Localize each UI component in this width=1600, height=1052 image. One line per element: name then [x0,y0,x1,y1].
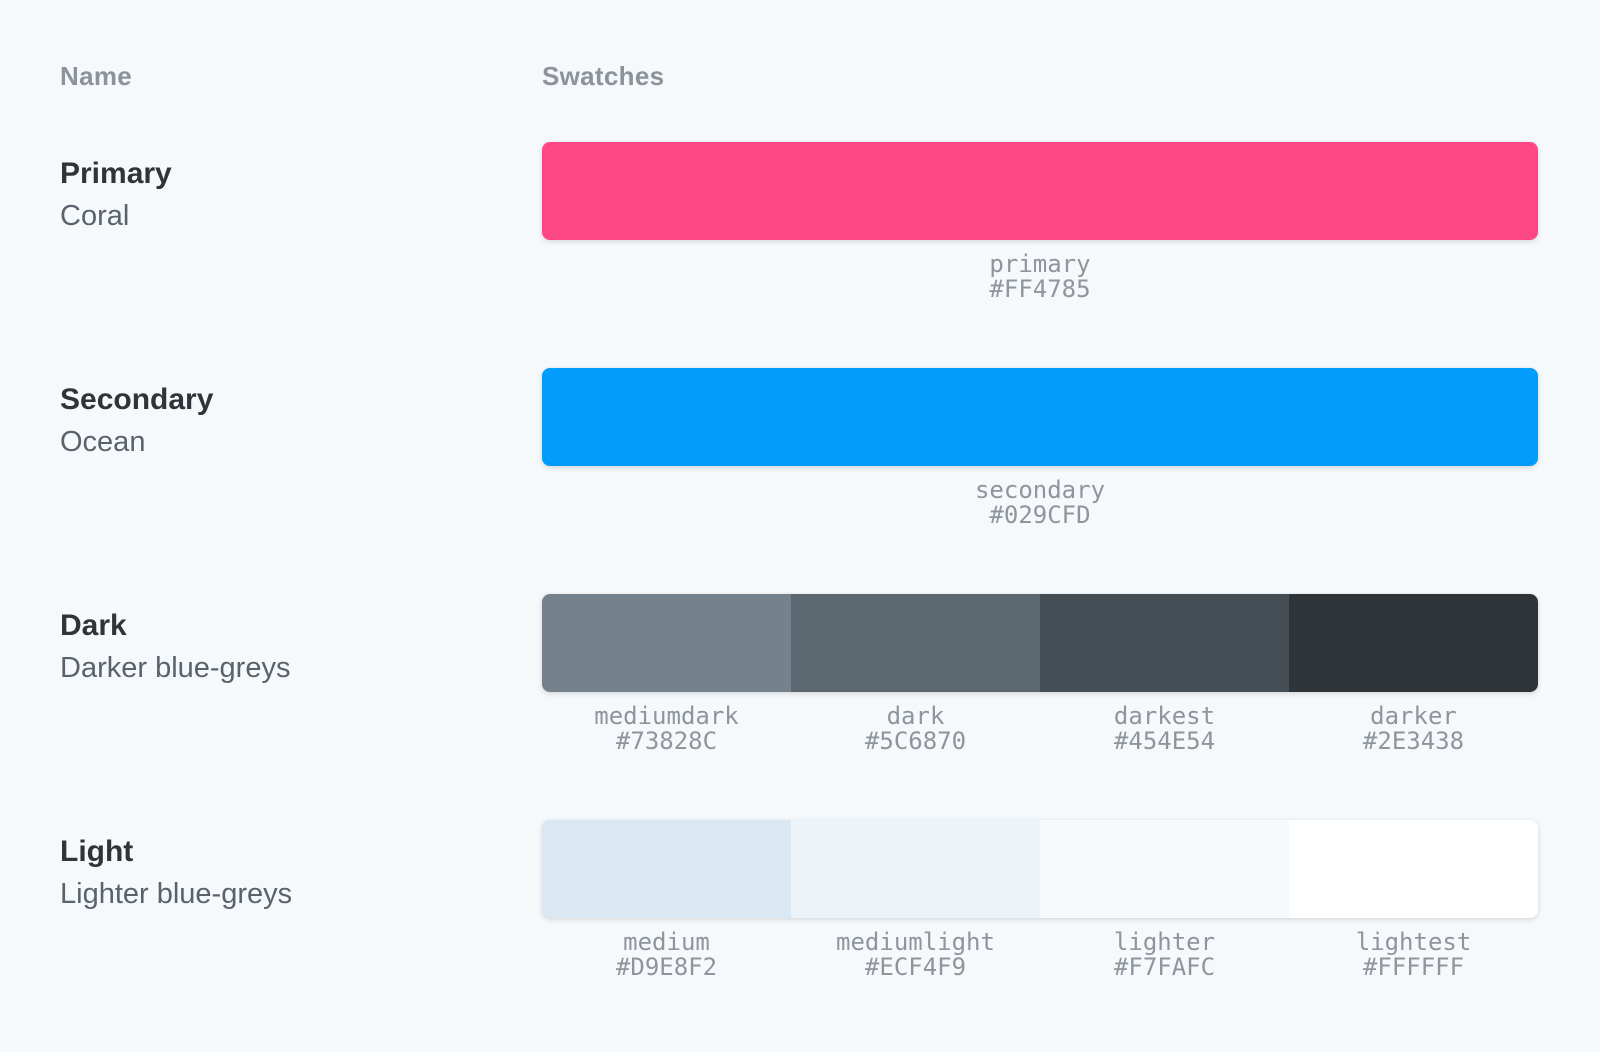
swatch-name: secondary [974,476,1106,504]
swatch-name: mediumdark [594,702,739,730]
row-swatches: secondary #029CFD [542,368,1538,528]
swatch-name: primary [989,250,1091,278]
palette-row: Primary Coral primary #FF4785 [60,142,1538,302]
swatch-hex: #FFFFFF [1362,953,1465,981]
swatch-bar [542,368,1538,466]
swatch-hex: #F7FAFC [1113,953,1216,981]
swatch-label: darker #2E3438 [1289,704,1538,754]
swatch-name: darker [1370,702,1457,730]
color-swatch-lighter [1040,820,1289,918]
swatch-name: dark [886,702,945,730]
swatch-label: lightest #FFFFFF [1289,930,1538,980]
color-swatch-darker [1289,594,1538,692]
swatch-hex: #FF4785 [989,275,1091,303]
color-swatch-medium [542,820,791,918]
swatch-bar [542,142,1538,240]
color-swatch-darkest [1040,594,1289,692]
swatch-bar [542,820,1538,918]
row-title: Light [60,835,134,868]
swatch-name: mediumlight [836,928,995,956]
swatch-label: mediumlight #ECF4F9 [791,930,1040,980]
swatch-hex: #454E54 [1113,727,1216,755]
color-swatch-lightest [1289,820,1538,918]
swatch-hex: #5C6870 [864,727,967,755]
row-swatches: medium #D9E8F2 mediumlight #ECF4F9 lighter #F… [542,820,1538,980]
row-swatches: primary #FF4785 [542,142,1538,302]
row-info: Light Lighter blue-greys [60,820,542,980]
swatch-label: mediumdark #73828C [542,704,791,754]
swatch-label: darkest #454E54 [1040,704,1289,754]
palette-row: Secondary Ocean secondary #029CFD [60,368,1538,528]
swatch-label: secondary #029CFD [542,478,1538,528]
color-swatch-mediumdark [542,594,791,692]
swatch-name: lightest [1355,928,1472,956]
swatch-bar [542,594,1538,692]
swatch-labels: primary #FF4785 [542,252,1538,302]
swatch-hex: #2E3438 [1362,727,1465,755]
swatch-name: darkest [1113,702,1216,730]
color-swatch-mediumlight [791,820,1040,918]
swatch-label: lighter #F7FAFC [1040,930,1289,980]
column-header-swatches: Swatches [542,61,665,91]
color-palette: Name Swatches Primary Coral primary #FF47… [60,60,1538,980]
color-swatch-primary [542,142,1538,240]
row-swatches: mediumdark #73828C dark #5C6870 darkest #454E… [542,594,1538,754]
row-subtitle: Darker blue-greys [60,652,291,684]
palette-row: Light Lighter blue-greys medium #D9E8F2 me… [60,820,1538,980]
swatch-label: medium #D9E8F2 [542,930,791,980]
swatch-hex: #029CFD [989,501,1091,529]
row-subtitle: Coral [60,200,130,232]
row-title: Dark [60,609,127,642]
swatch-hex: #ECF4F9 [864,953,967,981]
swatch-labels: mediumdark #73828C dark #5C6870 darkest #454E… [542,704,1538,754]
column-header-name: Name [60,61,133,91]
swatch-labels: medium #D9E8F2 mediumlight #ECF4F9 lighter #F… [542,930,1538,980]
swatch-hex: #D9E8F2 [615,953,718,981]
color-swatch-secondary [542,368,1538,466]
palette-rows: Primary Coral primary #FF4785 Secondary O… [60,142,1538,980]
swatch-name: medium [623,928,710,956]
row-subtitle: Ocean [60,426,146,458]
row-title: Secondary [60,383,214,416]
swatch-labels: secondary #029CFD [542,478,1538,528]
column-headers: Name Swatches [60,60,1538,92]
row-info: Dark Darker blue-greys [60,594,542,754]
row-subtitle: Lighter blue-greys [60,878,293,910]
swatch-hex: #73828C [615,727,718,755]
color-swatch-dark [791,594,1040,692]
swatch-label: primary #FF4785 [542,252,1538,302]
row-info: Secondary Ocean [60,368,542,528]
row-title: Primary [60,157,172,190]
swatch-name: lighter [1113,928,1216,956]
palette-row: Dark Darker blue-greys mediumdark #73828C… [60,594,1538,754]
swatch-label: dark #5C6870 [791,704,1040,754]
row-info: Primary Coral [60,142,542,302]
